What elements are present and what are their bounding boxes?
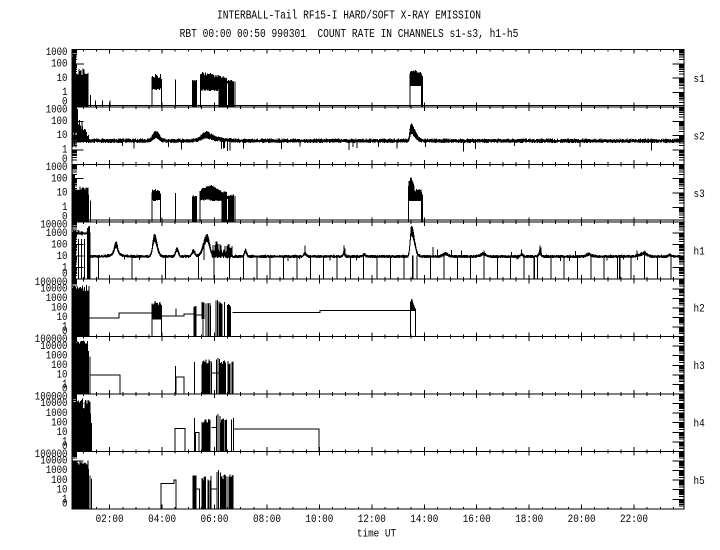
svg-text:06:00: 06:00	[201, 514, 229, 526]
svg-text:1000: 1000	[46, 465, 68, 477]
svg-text:02:00: 02:00	[96, 514, 124, 526]
svg-text:time UT: time UT	[357, 529, 396, 541]
svg-text:1000: 1000	[46, 293, 68, 305]
svg-text:100: 100	[51, 59, 67, 71]
svg-text:1: 1	[62, 262, 68, 274]
svg-text:10000: 10000	[40, 456, 67, 468]
svg-text:10: 10	[57, 427, 68, 439]
svg-text:1: 1	[62, 379, 68, 391]
svg-text:1000: 1000	[46, 47, 68, 59]
svg-text:RBT 00:00 00:50 990301 COUNT: RBT 00:00 00:50 990301 COUNT RATE IN CHA…	[180, 27, 519, 41]
svg-text:04:00: 04:00	[148, 514, 176, 526]
svg-text:20:00: 20:00	[568, 514, 596, 526]
svg-text:0: 0	[62, 211, 68, 223]
svg-text:h4: h4	[694, 419, 705, 431]
svg-text:10000: 10000	[40, 283, 67, 295]
svg-text:s1: s1	[694, 74, 705, 86]
svg-text:10: 10	[57, 130, 68, 142]
svg-text:14:00: 14:00	[410, 514, 438, 526]
svg-text:0: 0	[62, 154, 68, 166]
svg-text:10:00: 10:00	[305, 514, 333, 526]
svg-text:1: 1	[62, 437, 68, 449]
svg-text:1: 1	[62, 322, 68, 334]
svg-text:10: 10	[57, 73, 68, 85]
svg-text:0: 0	[62, 269, 68, 281]
svg-text:100000: 100000	[35, 277, 68, 289]
svg-text:1: 1	[62, 202, 68, 214]
svg-text:1000: 1000	[46, 350, 68, 362]
svg-text:100000: 100000	[35, 449, 68, 461]
svg-text:INTERBALL-Tail RF15-I HARD/SOF: INTERBALL-Tail RF15-I HARD/SOFT X-RAY EM…	[217, 9, 481, 23]
svg-text:12:00: 12:00	[358, 514, 386, 526]
svg-text:h5: h5	[694, 476, 705, 488]
svg-text:100: 100	[51, 303, 67, 315]
svg-text:0: 0	[62, 384, 68, 396]
svg-text:0: 0	[62, 498, 68, 510]
svg-text:22:00: 22:00	[620, 514, 648, 526]
svg-text:10000: 10000	[40, 341, 67, 353]
svg-text:h2: h2	[694, 304, 705, 316]
svg-text:100: 100	[51, 417, 67, 429]
svg-text:16:00: 16:00	[463, 514, 491, 526]
svg-text:18:00: 18:00	[515, 514, 543, 526]
svg-text:10: 10	[57, 188, 68, 200]
svg-text:100: 100	[51, 173, 67, 185]
svg-text:s2: s2	[694, 131, 705, 143]
svg-text:h1: h1	[694, 246, 705, 258]
svg-text:10: 10	[57, 312, 68, 324]
svg-text:10: 10	[57, 484, 68, 496]
svg-text:100: 100	[51, 475, 67, 487]
svg-text:0: 0	[62, 96, 68, 108]
svg-text:s3: s3	[694, 189, 705, 201]
svg-text:100: 100	[51, 116, 67, 128]
svg-text:0: 0	[62, 441, 68, 453]
svg-text:1: 1	[62, 87, 68, 99]
svg-text:1000: 1000	[46, 105, 68, 117]
svg-text:h3: h3	[694, 361, 705, 373]
svg-text:08:00: 08:00	[253, 514, 281, 526]
svg-text:10000: 10000	[40, 219, 67, 231]
svg-text:10: 10	[57, 251, 68, 263]
svg-text:1: 1	[62, 145, 68, 157]
svg-text:100: 100	[51, 360, 67, 372]
svg-text:100000: 100000	[35, 334, 68, 346]
svg-text:10: 10	[57, 370, 68, 382]
svg-text:1000: 1000	[46, 228, 68, 240]
svg-text:100: 100	[51, 239, 67, 251]
svg-text:10000: 10000	[40, 398, 67, 410]
svg-text:0: 0	[62, 326, 68, 338]
svg-text:1: 1	[62, 494, 68, 506]
svg-text:1000: 1000	[46, 408, 68, 420]
svg-text:100000: 100000	[35, 392, 68, 404]
svg-text:1000: 1000	[46, 162, 68, 174]
